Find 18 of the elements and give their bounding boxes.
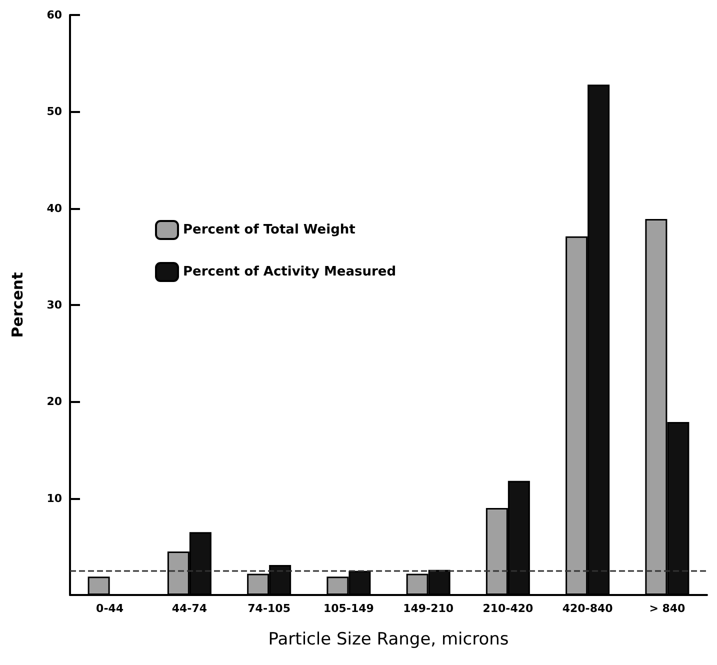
x-tick-label: > 840 bbox=[649, 602, 686, 615]
x-tick-label: 44-74 bbox=[172, 602, 208, 615]
x-tick-label: 210-420 bbox=[482, 602, 534, 615]
x-tick-label: 149-210 bbox=[403, 602, 454, 615]
x-tick-label: 0-44 bbox=[96, 602, 124, 615]
x-tick-label: 105-149 bbox=[323, 602, 374, 615]
y-tick-label: 40 bbox=[46, 202, 62, 215]
y-tick-label: 50 bbox=[46, 105, 62, 118]
legend-label: Percent of Activity Measured bbox=[183, 264, 396, 280]
y-tick-label: 30 bbox=[46, 298, 62, 312]
y-tick-label: 60 bbox=[46, 8, 62, 22]
y-tick-label: 20 bbox=[46, 395, 62, 408]
x-tick-label: 420-840 bbox=[562, 602, 614, 615]
legend-label: Percent of Total Weight bbox=[183, 222, 356, 238]
x-tick-label: 74-105 bbox=[248, 602, 290, 615]
y-axis-title: Percent bbox=[8, 272, 26, 338]
x-axis-title: Particle Size Range, microns bbox=[268, 630, 509, 650]
y-tick-label: 10 bbox=[46, 492, 62, 505]
